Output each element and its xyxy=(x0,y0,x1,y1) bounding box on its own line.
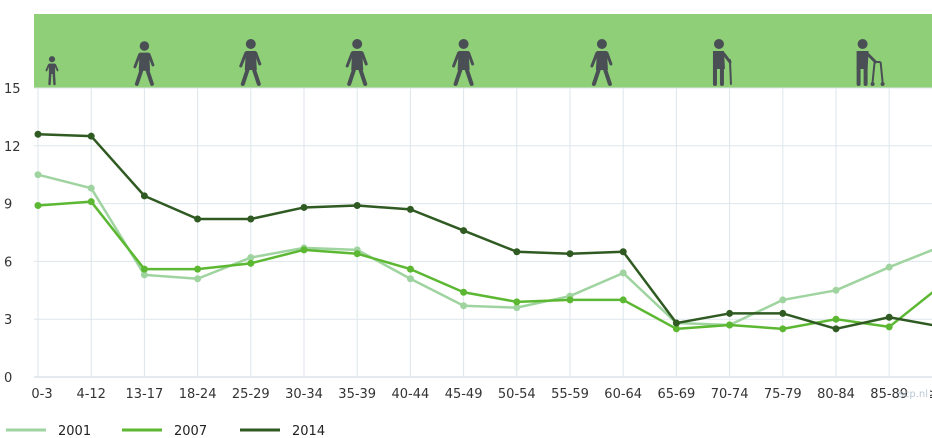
legend-item-2007: 2007 xyxy=(122,424,207,438)
age-icon-band xyxy=(34,14,932,88)
data-point xyxy=(87,184,95,192)
data-point xyxy=(87,198,95,206)
data-point xyxy=(460,302,468,310)
x-tick-label: 80-84 xyxy=(817,387,855,402)
data-point xyxy=(353,202,361,210)
data-point xyxy=(194,265,202,273)
legend-item-2001: 2001 xyxy=(6,424,91,438)
data-point xyxy=(194,215,202,223)
child-walking-icon xyxy=(133,41,155,86)
data-point xyxy=(885,323,893,331)
x-tick-label: 35-39 xyxy=(338,387,376,402)
x-tick-label: 50-54 xyxy=(498,387,536,402)
data-point xyxy=(513,304,521,312)
data-point xyxy=(619,296,627,304)
data-point xyxy=(406,205,414,213)
data-point xyxy=(34,171,42,179)
x-tick-label: 45-49 xyxy=(445,387,483,402)
elderly-cane-icon xyxy=(712,39,732,86)
data-point xyxy=(885,313,893,321)
data-point xyxy=(140,265,148,273)
x-tick-label: 85-89 xyxy=(870,387,908,402)
legend-label: 2001 xyxy=(58,424,91,438)
series-2014 xyxy=(34,130,932,333)
x-tick-label: 25-29 xyxy=(232,387,270,402)
x-tick-label: 0-3 xyxy=(31,387,52,402)
x-tick-label: 18-24 xyxy=(179,387,217,402)
data-point xyxy=(885,263,893,271)
y-tick-label: 12 xyxy=(4,140,21,155)
adult-walking-icon xyxy=(345,39,368,86)
x-tick-label: 70-74 xyxy=(711,387,749,402)
data-point xyxy=(779,325,787,333)
data-point xyxy=(300,203,308,211)
data-point xyxy=(832,286,840,294)
y-tick-label: 3 xyxy=(4,313,12,328)
series-2007 xyxy=(34,198,932,333)
elderly-walker-icon xyxy=(856,39,885,86)
data-point xyxy=(34,130,42,138)
data-point xyxy=(832,325,840,333)
data-point xyxy=(779,309,787,317)
header-band-background xyxy=(34,14,932,88)
legend-item-2014: 2014 xyxy=(240,424,325,438)
series-line-2014 xyxy=(37,132,932,331)
data-point xyxy=(619,248,627,256)
data-point xyxy=(726,321,734,329)
data-point xyxy=(672,319,680,327)
data-point xyxy=(406,265,414,273)
data-point xyxy=(247,259,255,267)
x-axis-ticks: 0-3 4-12 13-17 18-24 25-29 30-34 35-39 40-44 45-… xyxy=(31,387,932,402)
grid xyxy=(34,87,932,378)
y-axis-ticks: 0 3 6 9 12 15 xyxy=(4,82,21,386)
watermark: scp.nl xyxy=(899,389,928,400)
adult-walking-icon xyxy=(452,39,475,86)
y-tick-label: 9 xyxy=(4,198,12,213)
x-tick-label: 75-79 xyxy=(764,387,802,402)
data-point xyxy=(34,202,42,210)
data-point xyxy=(247,254,255,262)
series-2001 xyxy=(34,171,932,329)
x-tick-label: 40-44 xyxy=(392,387,430,402)
data-point xyxy=(406,275,414,283)
series-lines xyxy=(34,130,932,333)
data-point xyxy=(194,275,202,283)
legend-label: 2014 xyxy=(292,424,325,438)
data-point xyxy=(672,325,680,333)
x-tick-label: 30-34 xyxy=(285,387,323,402)
y-tick-label: 0 xyxy=(4,371,12,386)
series-line-2007 xyxy=(37,200,932,331)
x-tick-label: 65-69 xyxy=(658,387,696,402)
data-point xyxy=(619,269,627,277)
toddler-icon xyxy=(45,56,59,86)
x-tick-label: 13-17 xyxy=(126,387,164,402)
data-point xyxy=(832,315,840,323)
x-tick-label: 60-64 xyxy=(604,387,642,402)
data-point xyxy=(247,215,255,223)
teen-walking-icon xyxy=(239,39,262,86)
data-point xyxy=(566,296,574,304)
y-tick-label: 6 xyxy=(4,255,12,270)
data-point xyxy=(779,296,787,304)
data-point xyxy=(566,250,574,258)
x-tick-label: ≥90 xyxy=(929,387,932,402)
series-line-2001 xyxy=(37,173,932,327)
data-point xyxy=(87,132,95,140)
data-point xyxy=(513,298,521,306)
y-tick-label: 15 xyxy=(4,82,21,97)
x-tick-label: 55-59 xyxy=(551,387,589,402)
data-point xyxy=(460,288,468,296)
data-point xyxy=(300,246,308,254)
data-point xyxy=(140,271,148,279)
legend-label: 2007 xyxy=(174,424,207,438)
data-point xyxy=(513,248,521,256)
legend: 2001 2007 2014 xyxy=(6,424,325,438)
data-point xyxy=(726,309,734,317)
x-tick-label: 4-12 xyxy=(76,387,106,402)
senior-walking-icon xyxy=(590,39,613,86)
data-point xyxy=(460,227,468,235)
data-point xyxy=(140,192,148,200)
data-point xyxy=(353,250,361,258)
